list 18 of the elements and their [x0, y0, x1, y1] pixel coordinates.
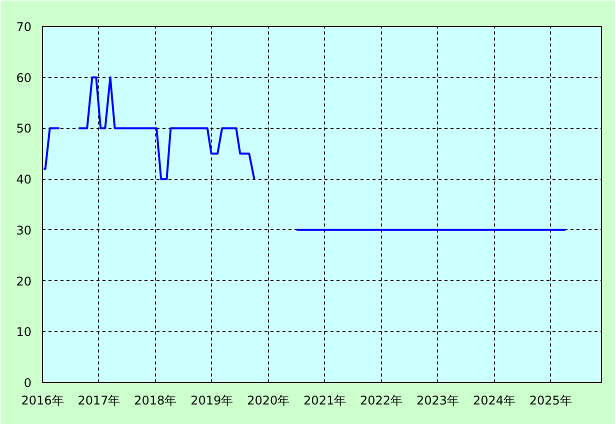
y-tick-label: 50: [16, 122, 32, 136]
x-tick-label: 2025年: [529, 394, 572, 408]
y-tick-label: 40: [16, 172, 32, 187]
x-tick-label: 2016年: [21, 394, 64, 408]
x-tick-label: 2017年: [78, 394, 120, 408]
x-tick-label: 2021年: [304, 394, 346, 408]
y-tick-label: 60: [16, 70, 32, 85]
x-tick-label: 2020年: [247, 394, 290, 408]
y-tick-label: 30: [16, 223, 32, 238]
x-tick-label: 2024年: [472, 394, 516, 408]
x-tick-label: 2018年: [134, 394, 177, 408]
x-tick-label: 2019年: [190, 394, 234, 408]
y-tick-label: 10: [16, 325, 32, 340]
y-tick-label: 20: [16, 274, 32, 288]
y-tick-label: 70: [16, 20, 32, 34]
x-tick-label: 2022年: [360, 394, 403, 408]
y-tick-label: 0: [24, 376, 32, 390]
x-tick-label: 2023年: [416, 394, 460, 408]
